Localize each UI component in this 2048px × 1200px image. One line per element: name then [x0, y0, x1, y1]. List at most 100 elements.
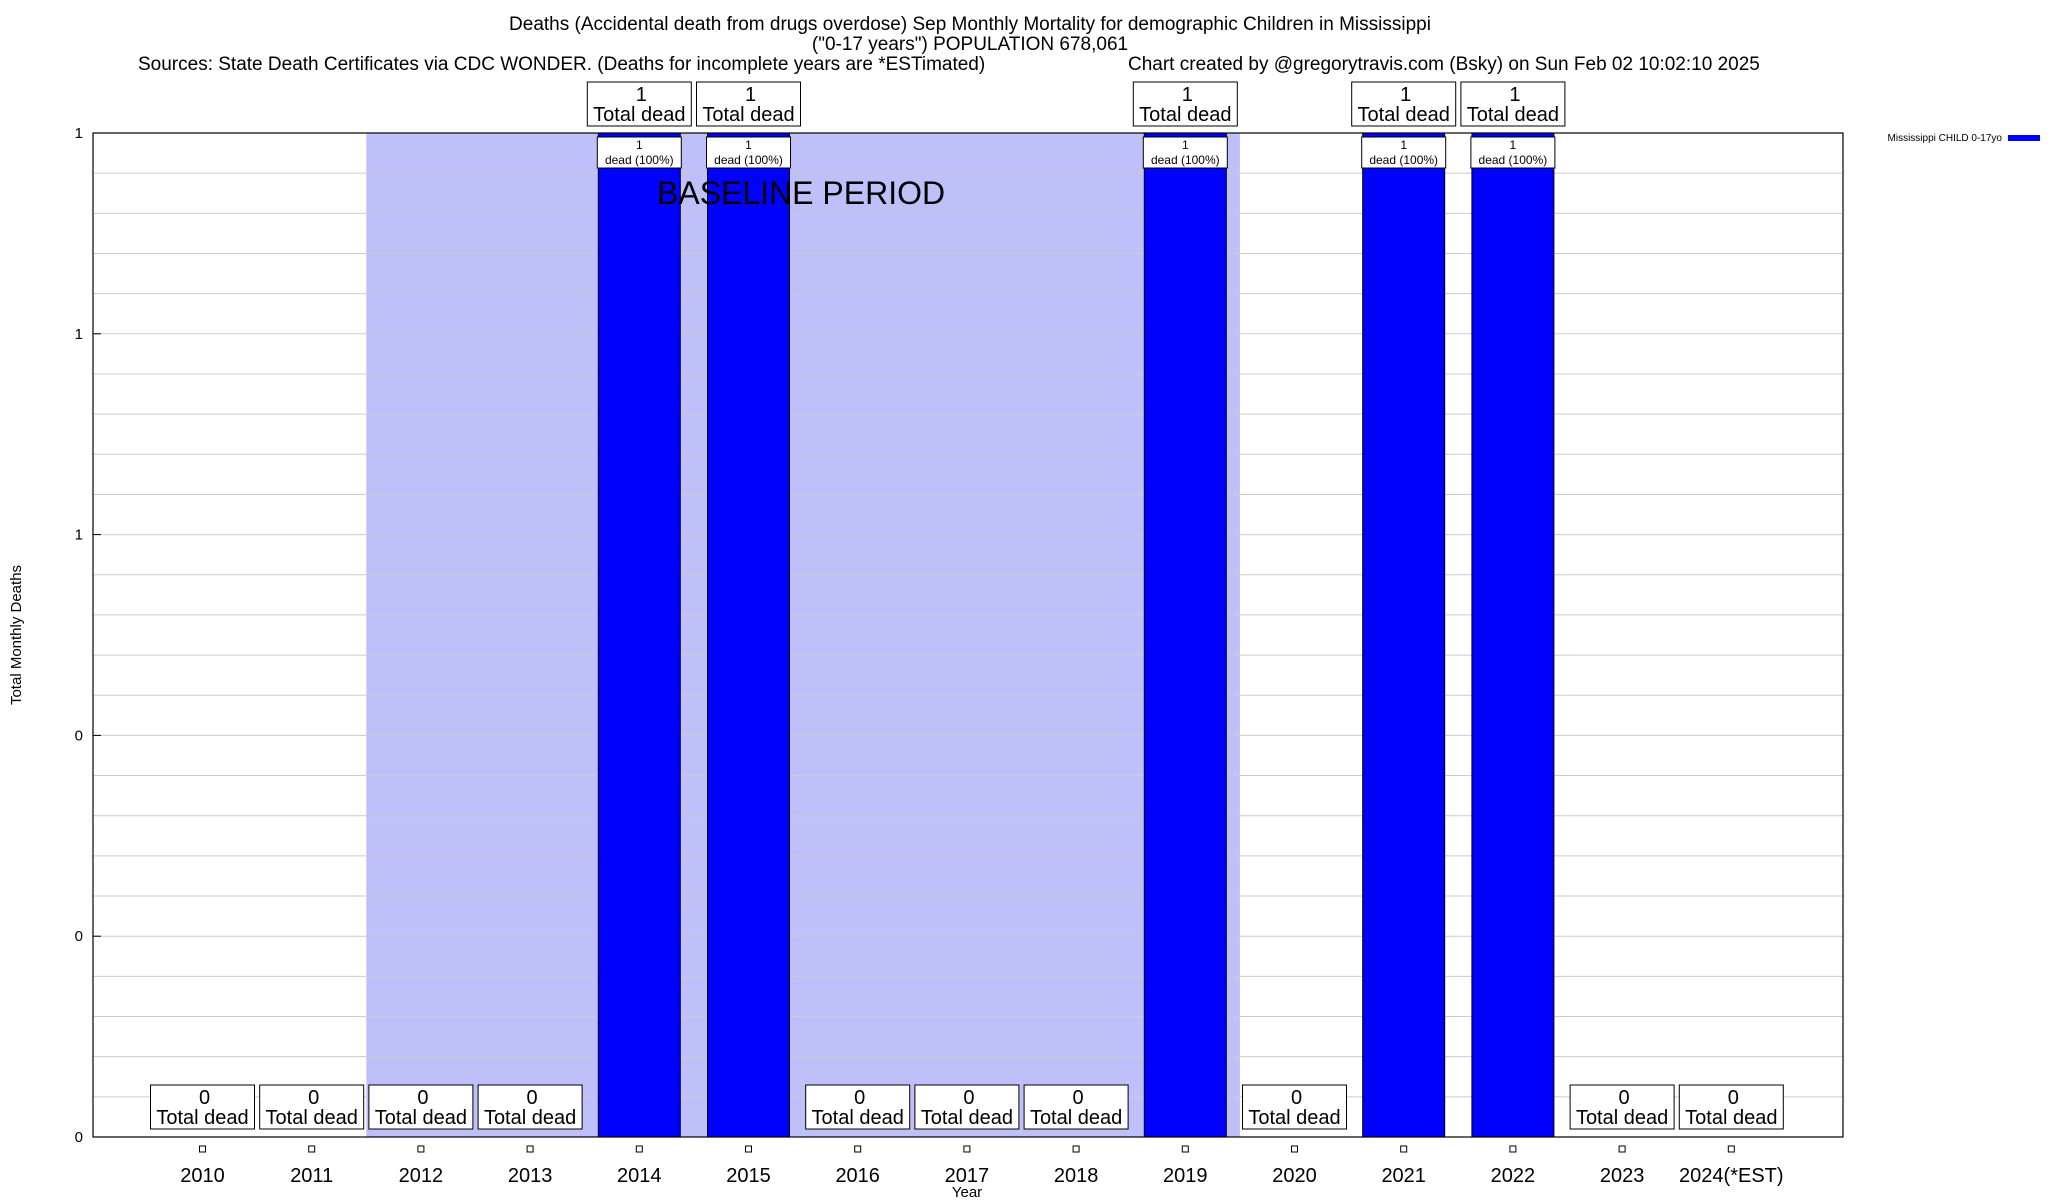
x-tick-label: 2013: [508, 1165, 553, 1187]
total-dead-box: [1569, 1084, 1675, 1130]
bar: [1143, 132, 1227, 1138]
total-dead-value: 1: [1182, 84, 1193, 106]
total-dead-box: [1351, 81, 1457, 127]
x-tick-label: 2012: [399, 1165, 444, 1187]
total-dead-value: 0: [854, 1087, 865, 1109]
total-dead-label: Total dead: [921, 1107, 1013, 1129]
x-tick-marker: [1618, 1145, 1626, 1153]
total-dead-label: Total dead: [1358, 104, 1450, 126]
total-dead-value: 0: [1073, 1087, 1084, 1109]
bar-value-count: 1: [1400, 138, 1407, 152]
chart-title: Deaths (Accidental death from drugs over…: [509, 14, 1431, 35]
total-dead-label: Total dead: [812, 1107, 904, 1129]
bar-value-count: 1: [745, 138, 752, 152]
x-tick-marker: [854, 1145, 862, 1153]
x-tick-marker: [745, 1145, 752, 1153]
total-dead-label: Total dead: [484, 1107, 576, 1129]
x-tick-marker: [199, 1145, 206, 1153]
bar: [1471, 132, 1555, 1138]
total-dead-label: Total dead: [1685, 1107, 1777, 1129]
y-tick-label: 0: [75, 1129, 83, 1146]
total-dead-label: Total dead: [702, 104, 794, 126]
total-dead-label: Total dead: [1030, 1107, 1122, 1129]
total-dead-label: Total dead: [266, 1107, 358, 1129]
baseline-period-band: [366, 133, 1240, 1137]
bar-value-percent: dead (100%): [714, 153, 783, 167]
bar-value-percent: dead (100%): [1479, 153, 1548, 167]
x-tick-label: 2018: [1054, 1165, 1099, 1187]
bar-value-count: 1: [636, 138, 643, 152]
x-tick-label: 2020: [1272, 1165, 1317, 1187]
chart-sources: Sources: State Death Certificates via CD…: [138, 54, 986, 75]
total-dead-value: 0: [1619, 1087, 1630, 1109]
total-dead-box: [368, 1084, 474, 1130]
x-tick-label: 2010: [180, 1165, 225, 1187]
y-tick-label: 1: [75, 527, 83, 544]
bar-value-percent: dead (100%): [1151, 153, 1220, 167]
baseline-period-label: BASELINE PERIOD: [657, 175, 945, 211]
bar: [1362, 132, 1446, 1138]
bar-value-box: [1361, 136, 1447, 169]
total-dead-value: 0: [308, 1087, 319, 1109]
x-tick-marker: [963, 1145, 971, 1153]
x-tick-marker: [1727, 1145, 1735, 1153]
bar-value-box: [706, 136, 791, 169]
total-dead-box: [150, 1084, 255, 1130]
total-dead-label: Total dead: [1248, 1107, 1340, 1129]
total-dead-value: 1: [745, 84, 756, 106]
total-dead-value: 0: [963, 1087, 974, 1109]
x-tick-marker: [308, 1145, 316, 1153]
total-dead-label: Total dead: [1467, 104, 1559, 126]
x-tick-label: 2022: [1491, 1165, 1536, 1187]
legend-swatch: [2008, 135, 2040, 141]
x-axis-label: Year: [952, 1184, 982, 1200]
total-dead-box: [477, 1084, 583, 1130]
legend-label: Mississippi CHILD 0-17yo: [1888, 133, 2003, 144]
bar: [707, 132, 790, 1138]
total-dead-box: [805, 1084, 911, 1130]
total-dead-box: [1678, 1084, 1784, 1130]
total-dead-value: 0: [527, 1087, 538, 1109]
x-tick-label: 2017: [945, 1165, 990, 1187]
total-dead-value: 0: [1728, 1087, 1739, 1109]
chart-credit: Chart created by @gregorytravis.com (Bsk…: [1128, 54, 1760, 75]
total-dead-value: 0: [199, 1087, 210, 1109]
total-dead-label: Total dead: [1139, 104, 1231, 126]
x-tick-marker: [1291, 1145, 1298, 1153]
bar-value-count: 1: [1182, 138, 1189, 152]
bar-value-percent: dead (100%): [605, 153, 674, 167]
x-tick-marker: [1400, 1145, 1408, 1153]
x-tick-marker: [526, 1145, 534, 1153]
total-dead-box: [259, 1084, 365, 1130]
y-tick-label: 0: [75, 928, 83, 945]
total-dead-label: Total dead: [156, 1107, 248, 1129]
bar: [597, 132, 681, 1138]
total-dead-box: [1242, 1084, 1347, 1130]
x-tick-marker: [1072, 1145, 1080, 1153]
x-tick-marker: [635, 1145, 643, 1153]
total-dead-label: Total dead: [593, 104, 685, 126]
y-tick-label: 1: [75, 125, 83, 142]
x-tick-label: 2023: [1600, 1165, 1645, 1187]
x-tick-marker: [417, 1145, 425, 1153]
total-dead-box: [696, 81, 801, 127]
total-dead-box: [1460, 81, 1566, 127]
plot-frame: [92, 132, 1844, 1138]
x-tick-label: 2019: [1163, 1165, 1208, 1187]
chart-subtitle: ("0-17 years") POPULATION 678,061: [811, 34, 1129, 55]
x-tick-label: 2021: [1381, 1165, 1426, 1187]
y-tick-label: 1: [75, 326, 83, 343]
total-dead-value: 0: [417, 1087, 428, 1109]
total-dead-box: [586, 81, 692, 127]
total-dead-value: 0: [1291, 1087, 1302, 1109]
total-dead-label: Total dead: [375, 1107, 467, 1129]
x-tick-marker: [1181, 1145, 1189, 1153]
x-tick-label: 2015: [726, 1165, 771, 1187]
bar-value-box: [596, 136, 682, 169]
y-tick-label: 0: [75, 727, 83, 744]
y-axis-label: Total Monthly Deaths: [8, 565, 25, 705]
total-dead-box: [1132, 81, 1238, 127]
total-dead-label: Total dead: [1576, 1107, 1668, 1129]
bar-value-box: [1142, 136, 1228, 169]
